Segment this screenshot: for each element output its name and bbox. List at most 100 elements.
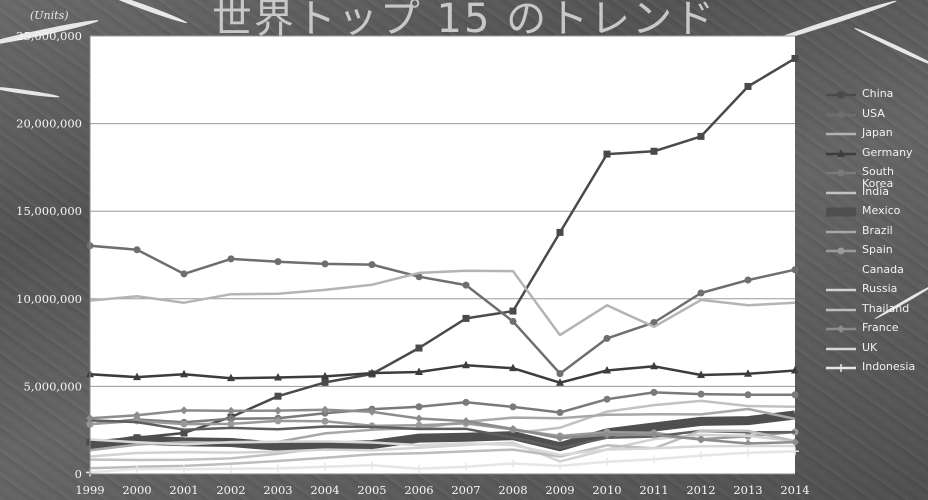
legend-swatch-uk — [826, 347, 856, 350]
series-france — [86, 405, 799, 448]
legend-label: Brazil — [862, 223, 893, 237]
legend-item-canada: Canada — [826, 263, 926, 284]
point-china-marker — [462, 314, 470, 322]
x-tick-label: 2003 — [263, 483, 292, 497]
legend-swatch-canada — [826, 269, 856, 272]
x-axis: 1999 2000 2001 2002 2003 2004 2005 2006 2007 2008… — [75, 473, 810, 497]
point-france-marker — [791, 438, 799, 447]
x-tick-label: 2002 — [216, 483, 245, 497]
point-germany-marker — [368, 368, 376, 377]
legend-swatch-mexico — [826, 207, 856, 217]
point-china-marker — [650, 147, 658, 155]
legend-swatch-brazil — [826, 230, 856, 233]
point-germany-marker — [697, 370, 705, 379]
series-line-uk — [89, 438, 795, 457]
legend-spain-marker — [837, 247, 845, 255]
point-south-korea-marker — [603, 395, 611, 403]
point-usa-marker — [180, 270, 188, 278]
point-germany-marker — [509, 363, 517, 372]
point-usa-marker — [321, 260, 329, 268]
point-china-marker — [744, 82, 752, 90]
point-germany-marker — [227, 373, 235, 382]
point-china-marker — [274, 392, 282, 400]
point-usa-marker — [274, 258, 282, 266]
point-south-korea-marker — [744, 391, 752, 399]
point-spain-marker — [415, 421, 423, 429]
point-usa-marker — [415, 273, 423, 281]
plot-area — [90, 36, 795, 474]
y-tick-label: 5,000,000 — [23, 379, 82, 393]
x-tick-label: 1999 — [75, 483, 104, 497]
y-tick-label: 0 — [75, 467, 82, 481]
point-germany-marker — [650, 361, 658, 370]
legend-swatch-spain — [826, 247, 856, 255]
legend-label: India — [862, 184, 889, 198]
y-tick-label: 20,000,000 — [16, 117, 82, 131]
series-line-japan — [89, 269, 796, 337]
point-china-marker — [321, 378, 329, 386]
point-france-marker — [180, 406, 188, 415]
series-line-germany — [89, 363, 796, 384]
point-usa-marker — [697, 289, 705, 297]
y-tick-label: 25,000,000 — [16, 29, 82, 43]
point-usa-marker — [462, 281, 470, 289]
legend-swatch-china — [826, 91, 856, 99]
legend-label: Mexico — [862, 204, 901, 217]
point-france-marker — [415, 414, 423, 423]
point-south-korea-marker — [462, 398, 470, 406]
point-spain-marker — [227, 420, 235, 428]
point-spain-marker — [321, 417, 329, 425]
series-usa — [86, 242, 799, 378]
point-germany-marker — [744, 369, 752, 377]
legend-item-south-korea: South Korea — [826, 166, 926, 190]
point-china-marker — [791, 54, 799, 62]
point-france-marker — [509, 424, 517, 433]
x-tick-label: 2013 — [733, 483, 762, 497]
x-tick-label: 2004 — [310, 483, 339, 497]
point-usa-marker — [791, 266, 799, 274]
point-usa-marker — [603, 334, 611, 342]
series-germany — [86, 360, 799, 386]
x-tick-label: 2007 — [451, 483, 480, 497]
point-south-korea-marker — [791, 391, 799, 399]
series-line-usa — [89, 244, 796, 375]
legend: China USA Japan Germany South Korea India Mexi… — [826, 88, 926, 381]
legend-germany-marker — [837, 149, 845, 157]
point-south-korea-marker — [509, 403, 517, 411]
point-usa-marker — [133, 246, 141, 254]
legend-label: France — [862, 321, 899, 334]
point-spain-marker — [274, 417, 282, 425]
x-tick-label: 2012 — [686, 483, 715, 497]
legend-swatch-russia — [826, 288, 856, 292]
series-line-south-korea — [89, 391, 795, 426]
point-france-marker — [650, 430, 658, 439]
legend-south-korea-marker — [837, 169, 845, 177]
point-spain-marker — [180, 420, 188, 428]
series-uk — [89, 438, 795, 457]
point-usa-marker — [509, 317, 517, 325]
legend-swatch-germany — [826, 149, 856, 157]
legend-label: UK — [862, 340, 878, 354]
units-label: (Units) — [30, 9, 69, 22]
series-line-thailand — [89, 429, 796, 470]
point-germany-marker — [180, 369, 188, 378]
legend-item-brazil: Brazil — [826, 223, 926, 245]
point-south-korea-marker — [697, 390, 705, 398]
legend-item-india: India — [826, 184, 926, 206]
x-tick-label: 2011 — [639, 483, 668, 497]
legend-china-marker — [837, 91, 845, 99]
point-germany-marker — [274, 372, 282, 381]
series-layer — [86, 54, 799, 477]
y-tick-label: 10,000,000 — [16, 292, 82, 306]
point-france-marker — [274, 406, 282, 415]
legend-label: Thailand — [862, 301, 910, 315]
point-france-marker — [133, 411, 141, 420]
legend-swatch-india — [826, 191, 856, 194]
legend-label: Indonesia — [862, 360, 916, 373]
point-germany-marker — [556, 378, 564, 386]
legend-swatch-indonesia — [826, 364, 856, 372]
legend-item-russia: Russia — [826, 283, 926, 303]
point-germany-marker — [603, 365, 611, 374]
x-tick-label: 2008 — [498, 483, 527, 497]
